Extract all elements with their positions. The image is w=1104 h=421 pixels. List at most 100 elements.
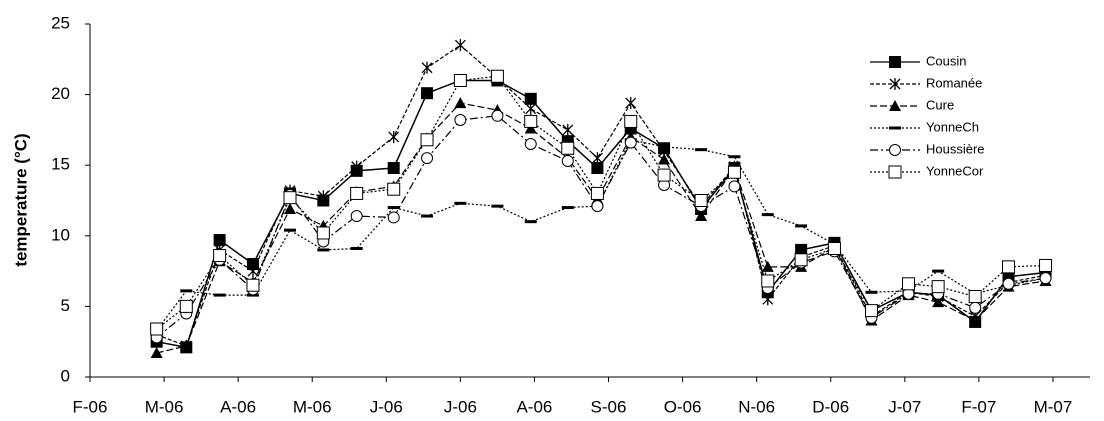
marker: [694, 194, 708, 207]
marker: [827, 242, 841, 256]
marker: [889, 126, 901, 130]
marker: [1039, 272, 1052, 285]
marker: [316, 226, 330, 240]
marker: [624, 136, 637, 149]
marker: [561, 141, 575, 155]
x-tick-label: F-07: [961, 397, 996, 416]
x-tick-label: M-06: [145, 397, 184, 416]
marker: [658, 153, 671, 165]
y-tick-label: 25: [51, 13, 70, 32]
legend-label: Houssière: [926, 141, 985, 156]
series-line: [156, 115, 1046, 338]
marker: [179, 299, 193, 313]
marker: [624, 114, 638, 128]
series-line: [156, 44, 1046, 347]
marker: [454, 97, 467, 109]
marker: [761, 213, 774, 217]
marker: [524, 114, 538, 128]
marker: [421, 152, 434, 165]
marker: [1039, 258, 1053, 272]
marker: [932, 296, 945, 308]
marker: [283, 191, 297, 205]
marker: [561, 154, 574, 167]
x-tick-label: J-07: [888, 397, 921, 416]
marker: [180, 339, 193, 351]
x-tick-label: O-06: [664, 397, 702, 416]
marker: [969, 301, 982, 314]
marker: [421, 87, 434, 100]
marker: [247, 265, 259, 278]
x-tick-label: M-06: [293, 397, 332, 416]
marker: [794, 253, 808, 267]
marker: [561, 206, 574, 210]
marker: [284, 228, 296, 232]
series-line: [156, 102, 1046, 354]
series-line: [156, 139, 1046, 331]
marker: [421, 61, 433, 74]
marker: [421, 214, 434, 218]
marker: [864, 304, 878, 318]
marker: [761, 260, 774, 272]
marker: [213, 293, 226, 297]
legend-label: Cousin: [926, 53, 966, 68]
marker: [728, 180, 741, 193]
y-axis-label: temperature (°C): [11, 133, 30, 266]
y-tick-label: 5: [61, 296, 70, 315]
x-tick-label: J-06: [444, 397, 477, 416]
marker: [968, 290, 982, 304]
x-tick-label: F-06: [73, 397, 108, 416]
marker: [762, 293, 774, 306]
y-tick-label: 10: [51, 225, 70, 244]
marker: [591, 200, 604, 213]
marker: [350, 247, 363, 251]
marker: [525, 102, 537, 115]
marker: [387, 162, 400, 175]
marker: [387, 211, 400, 224]
marker: [490, 69, 504, 83]
marker: [625, 97, 637, 110]
marker: [180, 289, 193, 293]
marker: [524, 92, 537, 105]
marker: [889, 100, 901, 111]
marker: [524, 220, 537, 224]
marker: [1002, 260, 1016, 274]
marker: [889, 56, 901, 68]
legend: Cousin Romanée Cure YonneCh Houssière YonneCo…: [870, 53, 985, 179]
marker: [889, 78, 901, 90]
marker: [695, 148, 708, 152]
marker: [387, 182, 401, 196]
marker: [865, 290, 878, 294]
legend-label: YonneCor: [926, 163, 984, 178]
marker: [695, 210, 708, 222]
marker: [453, 73, 467, 87]
marker: [761, 274, 775, 288]
marker: [454, 201, 467, 205]
marker: [150, 322, 164, 336]
marker: [889, 144, 901, 156]
marker: [932, 269, 945, 273]
marker: [213, 234, 226, 247]
y-tick-label: 15: [51, 155, 70, 174]
x-tick-label: M-07: [1034, 397, 1073, 416]
marker: [246, 278, 260, 292]
marker: [727, 165, 741, 179]
marker: [388, 130, 400, 143]
marker: [317, 190, 329, 203]
marker: [150, 346, 163, 358]
marker: [591, 152, 603, 165]
marker: [491, 109, 504, 122]
marker: [317, 248, 330, 252]
x-tick-label: A-06: [220, 397, 256, 416]
marker: [387, 206, 400, 210]
marker: [590, 186, 604, 200]
marker: [795, 243, 808, 256]
marker: [213, 249, 227, 263]
y-tick-label: 0: [61, 366, 70, 385]
legend-label: YonneCh: [926, 119, 979, 134]
marker: [284, 202, 296, 214]
marker: [969, 314, 982, 326]
x-tick-label: A-06: [516, 397, 552, 416]
x-tick-label: S-06: [591, 397, 627, 416]
marker: [902, 277, 916, 291]
